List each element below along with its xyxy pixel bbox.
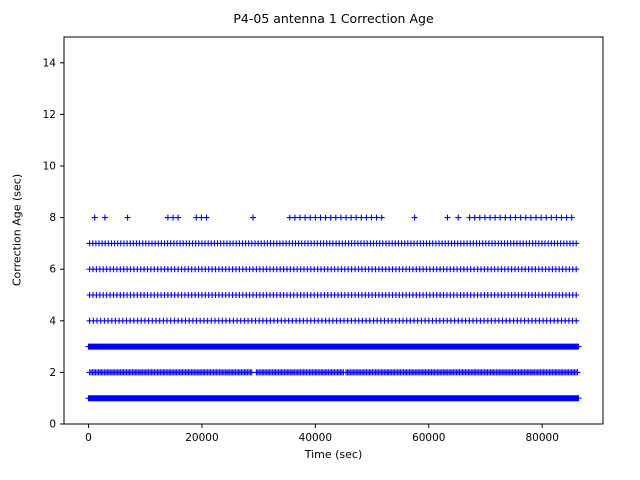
x-tick-label: 40000	[299, 432, 332, 444]
y-axis-label: Correction Age (sec)	[10, 173, 24, 287]
scatter-row-y4	[86, 317, 580, 324]
x-tick-label: 0	[85, 432, 92, 444]
scatter-row-y8	[91, 214, 575, 221]
y-tick-label: 4	[49, 315, 56, 327]
scatter-row-y1	[85, 395, 582, 402]
x-tick-label: 80000	[526, 432, 559, 444]
x-axis-label: Time (sec)	[304, 448, 363, 461]
y-tick-label: 0	[49, 419, 56, 431]
scatter-row-y2	[86, 369, 581, 376]
y-tick-label: 8	[49, 212, 56, 224]
y-tick-label: 14	[43, 57, 57, 69]
scatter-row-y6	[86, 266, 580, 273]
y-tick-label: 6	[49, 264, 56, 276]
scatter-row-y7	[86, 240, 580, 247]
y-tick-label: 12	[43, 109, 56, 121]
scatter-row-y3	[85, 343, 582, 350]
scatter-row-y5	[86, 292, 580, 298]
y-tick-label: 10	[43, 161, 56, 173]
x-tick-label: 60000	[412, 432, 445, 444]
plot-frame	[63, 36, 604, 425]
y-tick-label: 2	[49, 367, 56, 379]
chart-title: P4-05 antenna 1 Correction Age	[233, 11, 434, 26]
x-tick-label: 20000	[185, 432, 218, 444]
